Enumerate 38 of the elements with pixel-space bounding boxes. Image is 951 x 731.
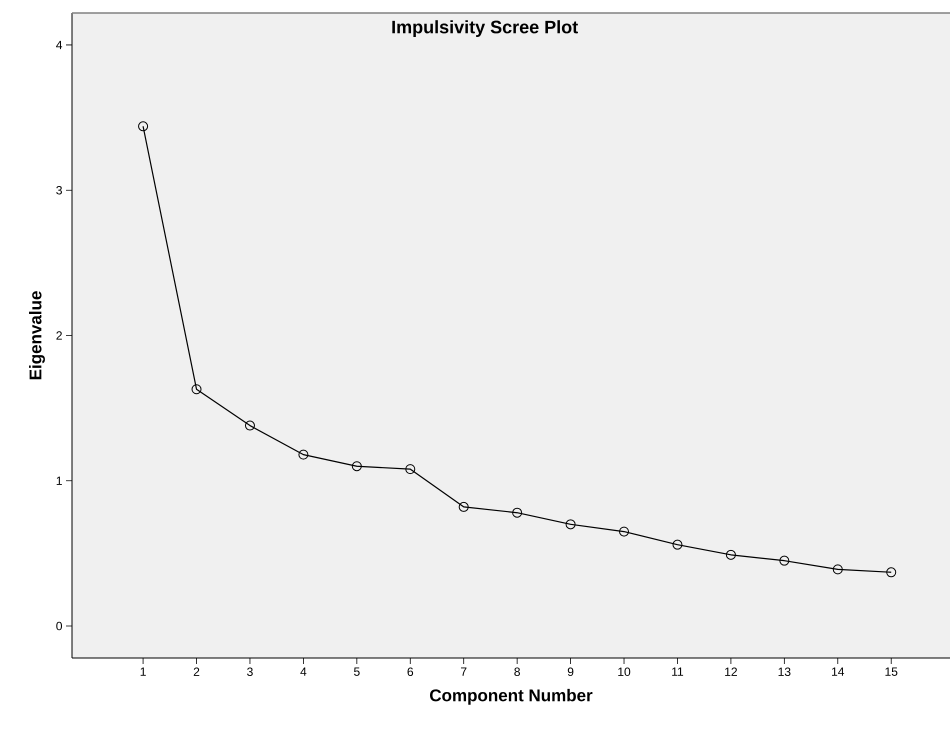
chart-title: Impulsivity Scree Plot	[392, 20, 578, 37]
y-tick-label: 4	[56, 40, 62, 50]
x-tick-label: 12	[725, 668, 737, 676]
y-tick-label: 3	[56, 186, 62, 194]
point	[244, 420, 255, 431]
x-tick-label: 15	[885, 668, 898, 676]
point	[192, 384, 202, 394]
x-tick-label: 3	[247, 668, 253, 676]
x-tick-label: 7	[460, 668, 466, 676]
x-tick-label: 8	[514, 668, 520, 676]
point	[298, 450, 308, 460]
point	[566, 519, 576, 530]
y-tick-label: 2	[56, 331, 62, 340]
x-tick-label: 4	[300, 668, 306, 676]
x-tick-label: 5	[354, 668, 360, 676]
point	[672, 540, 682, 550]
x-tick-label: 14	[832, 668, 844, 676]
point	[886, 567, 896, 578]
x-tick-label: 9	[568, 668, 574, 676]
y-tick-label: 1	[56, 476, 62, 485]
x-tick-label: 11	[672, 668, 684, 676]
point	[726, 550, 736, 560]
point	[352, 461, 362, 472]
x-tick-label: 6	[408, 668, 414, 676]
x-tick-label: 1	[140, 668, 146, 676]
point	[458, 502, 469, 512]
y-tick-label: 0	[56, 622, 62, 630]
point	[512, 508, 522, 518]
point	[405, 464, 416, 474]
point	[779, 556, 790, 566]
point	[619, 526, 630, 537]
point	[138, 121, 148, 132]
x-tick-label: 10	[618, 668, 630, 676]
x-axis-title: Component Number	[430, 688, 592, 705]
x-tick-label: 13	[778, 668, 790, 676]
point	[832, 564, 843, 574]
y-axis-title: Eigenvalue	[29, 291, 45, 380]
x-tick-label: 2	[194, 668, 200, 676]
